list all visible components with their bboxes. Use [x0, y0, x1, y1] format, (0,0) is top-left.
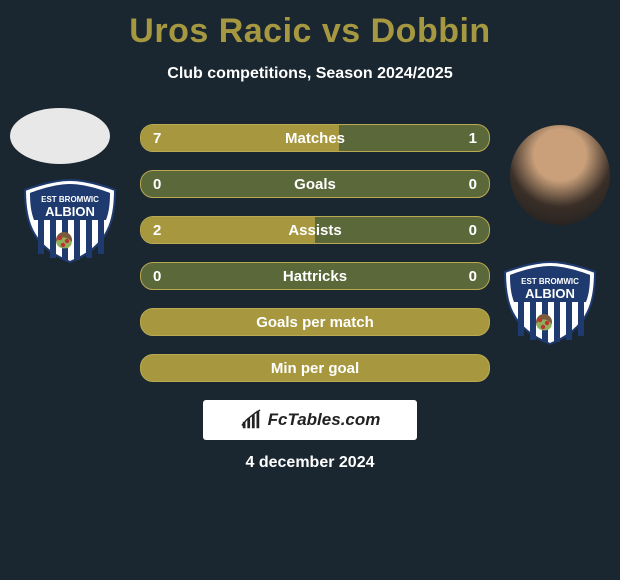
stat-right-value: 1	[457, 125, 489, 151]
crest-subtext: EST BROMWIC	[41, 195, 99, 204]
stat-label: Goals	[294, 176, 336, 193]
player-left-avatar	[10, 108, 110, 164]
date-stamp: 4 december 2024	[246, 454, 375, 472]
stat-left-value	[141, 355, 165, 381]
stat-left-value: 0	[141, 263, 173, 289]
chart-icon	[240, 409, 262, 431]
stat-right-value: 0	[457, 217, 489, 243]
page-subtitle: Club competitions, Season 2024/2025	[0, 65, 620, 83]
stat-left-value: 0	[141, 171, 173, 197]
stat-row: 7 1 Matches	[140, 124, 490, 152]
stat-row: Goals per match	[140, 308, 490, 336]
stat-right-value	[465, 355, 489, 381]
stats-bars: 7 1 Matches 0 0 Goals 2 0 Assists 0 0 Hattricks Goal…	[140, 124, 490, 400]
branding-badge: FcTables.com	[203, 400, 417, 440]
stat-right-value: 0	[457, 263, 489, 289]
stat-right-value: 0	[457, 171, 489, 197]
club-crest-right: EST BROMWIC ALBION	[500, 260, 600, 346]
stat-label: Assists	[288, 222, 341, 239]
player-right-avatar	[510, 125, 610, 225]
club-crest-left: EST BROMWIC ALBION	[20, 178, 120, 264]
stat-label: Goals per match	[256, 314, 374, 331]
stat-left-value: 7	[141, 125, 173, 151]
stat-left-value: 2	[141, 217, 173, 243]
stat-right-value	[465, 309, 489, 335]
stat-row: 0 0 Hattricks	[140, 262, 490, 290]
crest-text: ALBION	[525, 286, 575, 301]
branding-text: FcTables.com	[268, 410, 381, 430]
stat-row: Min per goal	[140, 354, 490, 382]
stat-label: Matches	[285, 130, 345, 147]
crest-subtext: EST BROMWIC	[521, 277, 579, 286]
stat-row: 2 0 Assists	[140, 216, 490, 244]
stat-left-value	[141, 309, 165, 335]
stat-label: Hattricks	[283, 268, 347, 285]
crest-text: ALBION	[45, 204, 95, 219]
stat-row: 0 0 Goals	[140, 170, 490, 198]
page-title: Uros Racic vs Dobbin	[0, 0, 620, 51]
stat-label: Min per goal	[271, 360, 359, 377]
